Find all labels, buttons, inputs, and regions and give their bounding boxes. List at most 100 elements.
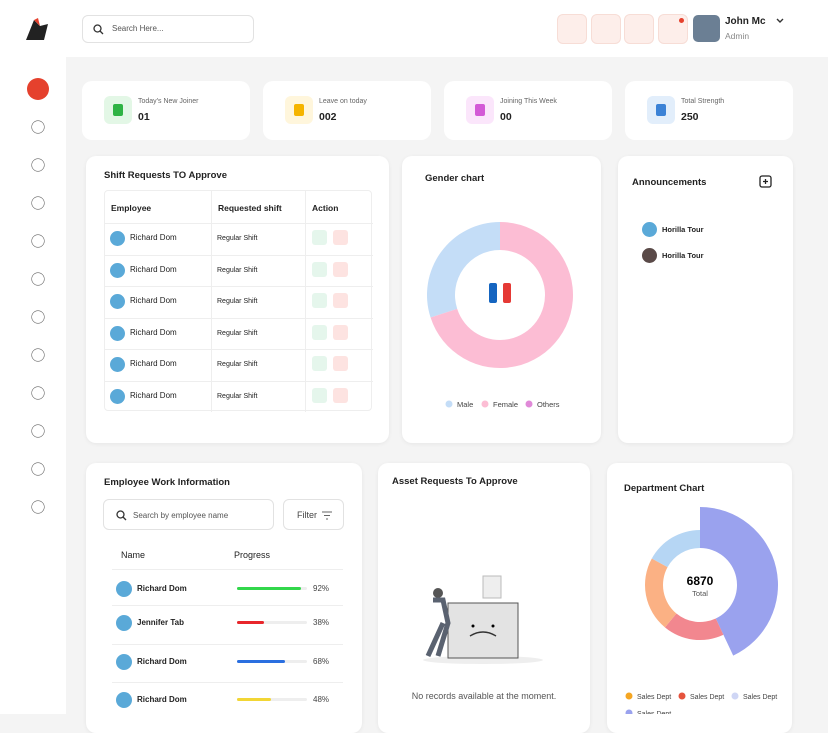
legend-label: Sales Dept <box>637 694 671 701</box>
approve-button[interactable] <box>312 261 327 277</box>
employee-name: Richard Dom <box>130 233 177 242</box>
stat-value: 00 <box>500 111 512 123</box>
avatar <box>110 262 125 278</box>
progress-bar <box>237 621 264 624</box>
total-value: 6870 <box>687 574 714 588</box>
legend-swatch <box>625 709 633 714</box>
legend-label: Sales Dept <box>637 711 671 714</box>
stat-value: 002 <box>319 111 337 123</box>
stat-card: Total Strength 250 <box>625 81 793 140</box>
shift-name: Regular Shift <box>217 329 258 337</box>
nav-item[interactable] <box>31 120 45 134</box>
nav-item[interactable] <box>31 158 45 172</box>
male-icon <box>489 283 497 303</box>
column-divider <box>211 191 212 412</box>
empty-text: No records available at the moment. <box>411 691 557 701</box>
legend-swatch <box>445 400 453 408</box>
reject-button[interactable] <box>333 324 348 340</box>
add-announcement[interactable] <box>759 175 772 188</box>
avatar <box>116 692 132 708</box>
approve-button[interactable] <box>312 230 327 245</box>
employee-search[interactable]: Search by employee name <box>103 499 274 530</box>
approve-button[interactable] <box>312 293 327 308</box>
row-divider <box>105 349 373 350</box>
legend-label: Sales Dept <box>743 694 777 701</box>
employee-name: Richard Dom <box>137 695 187 704</box>
legend-swatch <box>525 400 533 408</box>
reject-button[interactable] <box>333 261 348 277</box>
nav-item[interactable] <box>31 310 45 324</box>
avatar <box>110 357 125 372</box>
avatar <box>116 654 132 670</box>
approve-button[interactable] <box>312 387 327 403</box>
nav-item[interactable] <box>31 348 45 362</box>
column-divider <box>305 191 306 412</box>
user-menu-chevron[interactable] <box>776 18 784 24</box>
card-title: Employee Work Information <box>104 477 230 488</box>
employee-name: Richard Dom <box>137 584 187 593</box>
employee-name: Richard Dom <box>137 657 187 666</box>
search-box[interactable]: Search Here... <box>82 15 254 43</box>
empty-illustration <box>423 575 543 664</box>
reject-button[interactable] <box>333 387 348 403</box>
card-title: Announcements <box>632 177 707 188</box>
reject-button[interactable] <box>333 230 348 245</box>
stat-icon <box>285 96 313 124</box>
announcements-card: Announcements Horilla Tour Horilla Tour <box>618 156 793 443</box>
language-button[interactable] <box>591 14 621 44</box>
legend-label: Sales Dept <box>690 694 724 701</box>
shift-name: Regular Shift <box>217 361 258 368</box>
shift-name: Regular Shift <box>217 235 258 242</box>
stat-card: Today's New Joiner 01 <box>82 81 250 140</box>
reject-button[interactable] <box>333 356 348 371</box>
nav-item[interactable] <box>31 386 45 400</box>
progress-label: 48% <box>313 695 330 704</box>
announcement-item[interactable]: Horilla Tour <box>642 248 772 264</box>
donut-segment <box>700 507 778 656</box>
progress-track <box>237 660 307 663</box>
announcement-item[interactable]: Horilla Tour <box>642 222 772 238</box>
row-divider <box>112 682 343 683</box>
card-title: Shift Requests TO Approve <box>104 170 227 181</box>
avatar <box>110 231 125 246</box>
nav-item[interactable] <box>31 272 45 286</box>
stat-value: 01 <box>138 111 150 123</box>
avatar <box>116 615 132 631</box>
shift-name: Regular Shift <box>217 266 258 274</box>
nav-item[interactable] <box>31 234 45 248</box>
nav-item[interactable] <box>31 424 45 438</box>
progress-label: 68% <box>313 657 330 666</box>
company-button[interactable] <box>624 14 654 44</box>
approve-button[interactable] <box>312 356 327 371</box>
progress-track <box>237 587 307 590</box>
search-icon <box>93 24 104 35</box>
total-label: Total <box>692 589 708 598</box>
row-divider <box>112 605 343 606</box>
settings-button[interactable] <box>557 14 587 44</box>
reject-button[interactable] <box>333 293 348 308</box>
user-avatar[interactable] <box>693 15 720 42</box>
nav-item[interactable] <box>31 462 45 476</box>
gender-card: Gender chart Male Female Others <box>402 156 601 443</box>
shift-name: Regular Shift <box>217 298 258 305</box>
approve-button[interactable] <box>312 324 327 340</box>
progress-track <box>237 698 307 701</box>
nav-item[interactable] <box>31 500 45 514</box>
employee-name: Jennifer Tab <box>137 618 184 627</box>
row-divider <box>105 254 373 256</box>
logo <box>26 18 48 40</box>
stat-label: Joining This Week <box>500 98 557 105</box>
top-bar: Search Here... John Mc Admin <box>66 0 828 57</box>
progress-bar <box>237 660 285 663</box>
shift-card: Shift Requests TO Approve Employee Reques… <box>86 156 389 443</box>
filter-button[interactable]: Filter <box>283 499 344 530</box>
progress-label: 92% <box>313 584 330 593</box>
nav-item[interactable] <box>27 78 49 100</box>
row-divider <box>105 286 373 287</box>
legend-swatch <box>678 692 686 700</box>
card-title: Department Chart <box>624 483 705 494</box>
notifications-button[interactable] <box>658 14 688 44</box>
stat-icon <box>466 96 494 124</box>
nav-item[interactable] <box>31 196 45 210</box>
